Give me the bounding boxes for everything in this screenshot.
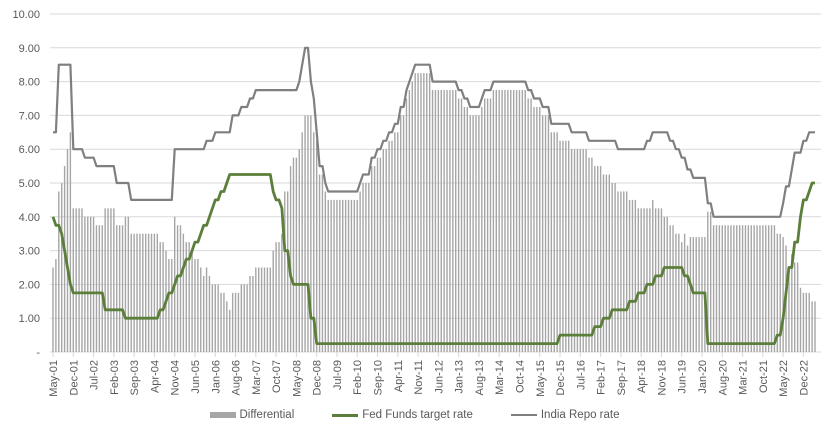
- svg-text:Mar-14: Mar-14: [494, 360, 506, 395]
- svg-text:Nov-11: Nov-11: [413, 360, 425, 395]
- svg-text:Jul-09: Jul-09: [332, 360, 344, 390]
- svg-text:Oct-14: Oct-14: [514, 360, 526, 393]
- svg-text:May-22: May-22: [778, 360, 790, 397]
- svg-text:Sep-10: Sep-10: [373, 360, 385, 395]
- svg-text:2.00: 2.00: [19, 279, 40, 291]
- svg-text:Jul-16: Jul-16: [575, 360, 587, 390]
- svg-text:4.00: 4.00: [19, 212, 40, 224]
- repo-line-swatch-icon: [510, 414, 537, 416]
- svg-text:Oct-21: Oct-21: [758, 360, 770, 393]
- svg-text:Jun-12: Jun-12: [433, 360, 445, 394]
- svg-text:Apr-18: Apr-18: [636, 360, 648, 393]
- svg-text:Jul-02: Jul-02: [89, 360, 101, 390]
- chart-legend: Differential Fed Funds target rate India…: [0, 404, 829, 426]
- svg-text:-: -: [36, 347, 40, 359]
- legend-label-repo: India Repo rate: [540, 409, 620, 421]
- svg-text:Dec-22: Dec-22: [798, 360, 810, 395]
- svg-text:8.00: 8.00: [19, 77, 40, 89]
- svg-text:7.00: 7.00: [19, 110, 40, 122]
- svg-text:Dec-15: Dec-15: [555, 360, 567, 395]
- svg-text:Feb-17: Feb-17: [596, 360, 608, 395]
- legend-label-differential: Differential: [239, 409, 295, 421]
- legend-item-differential: Differential: [209, 409, 295, 421]
- svg-text:Apr-04: Apr-04: [149, 360, 161, 393]
- svg-text:May-08: May-08: [291, 360, 303, 397]
- rate-lines: [51, 46, 815, 345]
- svg-text:9.00: 9.00: [19, 43, 40, 55]
- differential-bars: [52, 73, 816, 353]
- svg-text:Dec-01: Dec-01: [68, 360, 80, 395]
- svg-text:3.00: 3.00: [19, 246, 40, 258]
- chart-canvas: - 1.00 2.00 3.00 4.00 5.00 6.00 7.00 8.00 9.00 10.…: [12, 9, 821, 397]
- legend-item-repo: India Repo rate: [510, 409, 620, 421]
- svg-text:Mar-21: Mar-21: [738, 360, 750, 395]
- svg-text:10.00: 10.00: [12, 9, 40, 21]
- svg-text:Sep-03: Sep-03: [129, 360, 141, 395]
- svg-text:May-01: May-01: [48, 360, 60, 397]
- svg-text:Jan-13: Jan-13: [454, 360, 466, 394]
- svg-text:Nov-04: Nov-04: [170, 360, 182, 395]
- svg-text:Feb-10: Feb-10: [352, 360, 364, 395]
- fed-line-swatch-icon: [332, 413, 359, 417]
- svg-text:Feb-03: Feb-03: [109, 360, 121, 395]
- svg-text:Jan-06: Jan-06: [210, 360, 222, 394]
- svg-text:Aug-20: Aug-20: [717, 360, 729, 395]
- svg-text:Aug-13: Aug-13: [474, 360, 486, 395]
- svg-text:Mar-07: Mar-07: [251, 360, 263, 395]
- svg-text:Aug-06: Aug-06: [231, 360, 243, 395]
- svg-text:Nov-18: Nov-18: [656, 360, 668, 395]
- svg-text:Jan-20: Jan-20: [697, 360, 709, 394]
- differential-swatch-icon: [209, 412, 236, 418]
- svg-text:Jun-19: Jun-19: [677, 360, 689, 394]
- svg-text:Jun-05: Jun-05: [190, 360, 202, 394]
- legend-label-fed: Fed Funds target rate: [362, 409, 473, 421]
- svg-text:May-15: May-15: [535, 360, 547, 397]
- svg-text:6.00: 6.00: [19, 144, 40, 156]
- legend-item-fed: Fed Funds target rate: [332, 409, 473, 421]
- y-axis: - 1.00 2.00 3.00 4.00 5.00 6.00 7.00 8.00 9.00 10.…: [12, 9, 40, 359]
- svg-text:Apr-11: Apr-11: [393, 360, 405, 392]
- svg-text:Dec-08: Dec-08: [312, 360, 324, 395]
- svg-text:1.00: 1.00: [19, 313, 40, 325]
- svg-text:Oct-07: Oct-07: [271, 360, 283, 393]
- svg-text:Sep-17: Sep-17: [616, 360, 628, 395]
- x-axis: May-01 Dec-01 Jul-02 Feb-03 Sep-03 Apr-04 Nov-…: [48, 352, 810, 397]
- svg-text:5.00: 5.00: [19, 178, 40, 190]
